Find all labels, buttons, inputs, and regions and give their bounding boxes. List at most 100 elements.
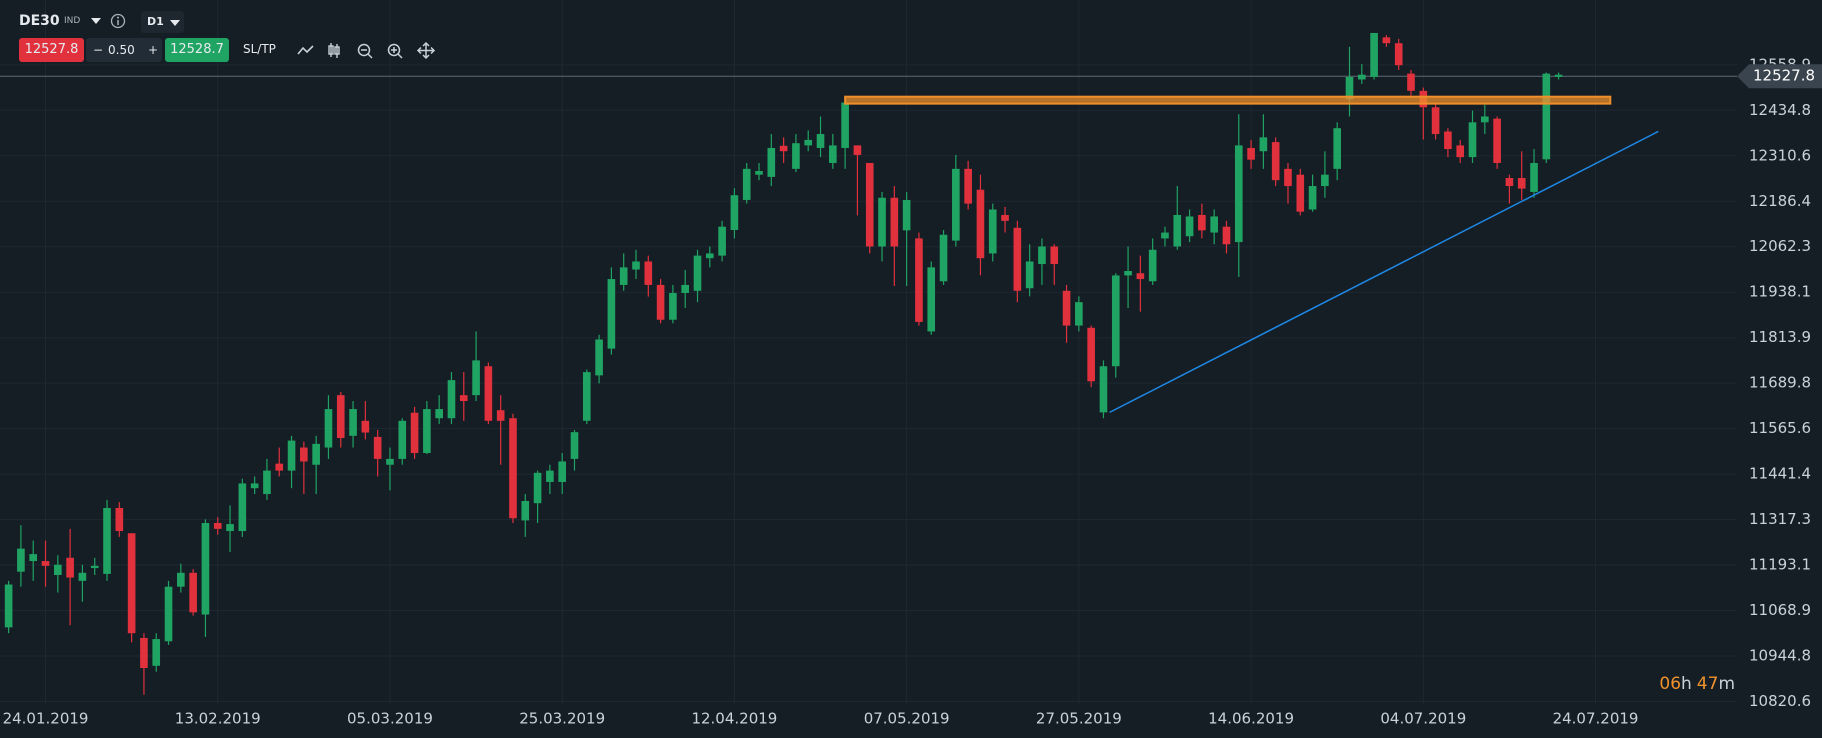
increase-button[interactable]: +	[148, 43, 159, 57]
candle-body	[17, 548, 25, 572]
tool-icons	[297, 41, 436, 60]
candle-body	[1493, 118, 1501, 163]
candle-body	[669, 292, 677, 320]
y-tick-label: 11813.9	[1749, 328, 1811, 346]
candle-body	[1050, 246, 1059, 265]
candle-body	[988, 209, 997, 254]
symbol[interactable]: DE30	[19, 13, 60, 29]
market: IND	[64, 16, 81, 26]
timer-part: 06	[1659, 674, 1681, 694]
candle-body	[829, 145, 837, 163]
trendline	[1109, 130, 1659, 414]
pan-tool[interactable]	[416, 41, 436, 60]
candle-body	[1148, 249, 1157, 282]
x-tick-label: 05.03.2019	[347, 710, 433, 728]
candle-body	[324, 409, 333, 448]
candle-body	[287, 440, 296, 471]
candle-body	[533, 472, 542, 504]
candle-body	[1394, 43, 1403, 66]
candle-body	[1173, 214, 1182, 247]
candle-body	[521, 501, 530, 521]
candle-body	[656, 284, 665, 320]
y-tick-label: 12062.3	[1749, 237, 1811, 255]
candle-body	[976, 189, 985, 259]
x-tick-label: 13.02.2019	[175, 710, 261, 728]
candle-body	[1062, 290, 1071, 326]
candle-body	[705, 253, 714, 259]
candle-body	[423, 409, 431, 454]
candle-body	[730, 195, 739, 230]
candle-body	[472, 360, 480, 396]
candle-body	[693, 255, 702, 291]
candle-body	[373, 436, 382, 459]
candle-body	[841, 102, 849, 148]
candle-body	[115, 507, 124, 532]
candle-body	[865, 162, 874, 247]
timer-part: m	[1718, 674, 1735, 694]
sltp-button[interactable]: SL/TP	[243, 42, 276, 56]
volume-box: − 0.50 +	[86, 38, 162, 62]
candle-body	[78, 572, 87, 581]
candle-body	[1333, 128, 1342, 169]
y-tick-label: 11441.4	[1749, 465, 1811, 483]
candle-body	[890, 197, 899, 247]
candle-body	[361, 420, 370, 433]
candle-body	[632, 261, 640, 270]
y-tick-label: 10944.8	[1749, 646, 1811, 664]
candle-body	[140, 637, 148, 669]
candle-body	[435, 409, 443, 419]
candle-body	[152, 639, 161, 666]
candle-body	[1185, 216, 1194, 237]
candle-tool[interactable]	[328, 43, 340, 58]
candle-body	[312, 443, 320, 465]
zoom-out[interactable]	[357, 43, 373, 59]
candle-body	[1505, 177, 1514, 187]
candle-body	[570, 432, 579, 459]
candle-body	[718, 226, 726, 256]
candle-body	[952, 168, 960, 241]
candle-body	[595, 339, 603, 376]
candle-body	[1198, 214, 1206, 231]
candle-body	[915, 238, 923, 322]
x-tick-label: 04.07.2019	[1380, 710, 1466, 728]
zoom-in[interactable]	[387, 43, 403, 59]
candle-body	[878, 197, 886, 247]
spread: 0.50	[108, 43, 135, 57]
y-tick-label: 11068.9	[1749, 601, 1811, 619]
candle-body	[1345, 76, 1354, 100]
candle-body	[1444, 131, 1452, 150]
candle-body	[964, 168, 972, 204]
candle-body	[1530, 162, 1538, 192]
sell-button[interactable]: 12527.8	[19, 38, 84, 62]
x-tick-label: 25.03.2019	[519, 710, 605, 728]
candle-body	[1075, 302, 1083, 326]
buy-button[interactable]: 12528.7	[165, 38, 229, 62]
candle-body	[103, 507, 111, 574]
timer-part: h	[1681, 674, 1692, 694]
x-tick-label: 07.05.2019	[864, 710, 950, 728]
candle-body	[1111, 275, 1120, 367]
candle-body	[201, 522, 210, 615]
dropdown-caret[interactable]	[90, 16, 102, 26]
candle-body	[1271, 142, 1280, 181]
decrease-button[interactable]: −	[93, 43, 104, 57]
candle-body	[90, 565, 99, 569]
x-tick-label: 14.06.2019	[1208, 710, 1294, 728]
candle-body	[263, 470, 271, 495]
candle-body	[1382, 37, 1391, 44]
info-icon[interactable]	[110, 13, 126, 29]
candle-body	[398, 420, 407, 459]
candle-body	[1161, 232, 1169, 239]
y-tick-label: 10820.6	[1749, 692, 1811, 710]
candle-body	[1431, 107, 1440, 135]
candle-body	[177, 572, 185, 587]
price-tag-label: 12527.8	[1753, 67, 1815, 85]
candle-body	[853, 145, 862, 155]
candle-body	[1222, 226, 1231, 245]
candle-body	[1099, 366, 1108, 413]
timeframe-selector[interactable]: D1	[141, 11, 184, 33]
line-tool[interactable]	[297, 45, 314, 55]
y-tick-label: 11689.8	[1749, 374, 1811, 392]
candle-body	[410, 412, 419, 454]
y-tick-label: 12186.4	[1749, 192, 1811, 210]
